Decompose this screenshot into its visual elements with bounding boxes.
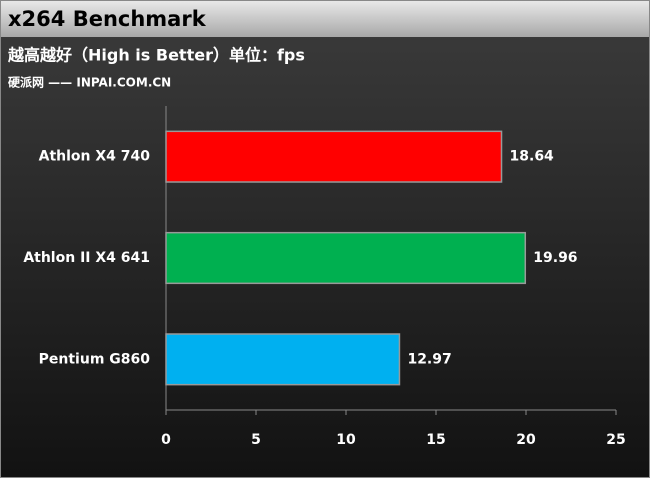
y-tick-label: Athlon X4 740 <box>39 149 151 165</box>
x-tick-label: 10 <box>336 432 356 448</box>
x-tick-label: 5 <box>251 432 261 448</box>
x-tick-label: 0 <box>161 432 171 448</box>
x-tick-label: 25 <box>606 432 625 448</box>
bar <box>165 333 401 386</box>
bar <box>165 231 527 285</box>
value-label: 18.64 <box>510 149 555 165</box>
y-tick-label: Pentium G860 <box>39 351 151 367</box>
chart-subtitle: 越高越好（High is Better）单位：fps <box>7 46 305 65</box>
bar <box>165 130 503 183</box>
x-tick-label: 20 <box>516 432 536 448</box>
value-label: 19.96 <box>533 250 577 266</box>
x-tick-label: 15 <box>426 432 445 448</box>
y-tick-label: Athlon II X4 641 <box>23 250 150 266</box>
title-bar <box>1 1 649 37</box>
chart-title: x264 Benchmark <box>8 7 207 31</box>
source: 硬派网 —— INPAI.COM.CN <box>8 76 171 90</box>
value-label: 12.97 <box>407 351 451 367</box>
